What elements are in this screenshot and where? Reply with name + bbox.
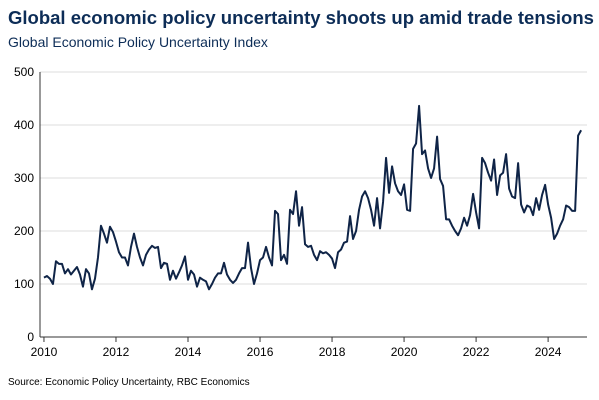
y-tick-label: 500 bbox=[14, 65, 34, 79]
x-tick-label: 2012 bbox=[103, 345, 130, 359]
data-line bbox=[43, 104, 582, 291]
y-tick-label: 100 bbox=[14, 277, 34, 291]
y-tick-label: 200 bbox=[14, 224, 34, 238]
y-tick-label: 400 bbox=[14, 118, 34, 132]
chart-subtitle: Global Economic Policy Uncertainty Index bbox=[8, 34, 268, 50]
x-tick-label: 2020 bbox=[391, 345, 418, 359]
x-tick-label: 2016 bbox=[247, 345, 274, 359]
x-tick-label: 2014 bbox=[175, 345, 202, 359]
x-tick-label: 2018 bbox=[319, 345, 346, 359]
x-tick-label: 2010 bbox=[31, 345, 58, 359]
x-tick-label: 2024 bbox=[535, 345, 562, 359]
source-note: Source: Economic Policy Uncertainty, RBC… bbox=[8, 377, 250, 388]
y-tick-label: 300 bbox=[14, 171, 34, 185]
y-tick-label: 0 bbox=[27, 330, 34, 344]
x-tick-label: 2022 bbox=[463, 345, 490, 359]
chart-title: Global economic policy uncertainty shoot… bbox=[8, 7, 594, 28]
